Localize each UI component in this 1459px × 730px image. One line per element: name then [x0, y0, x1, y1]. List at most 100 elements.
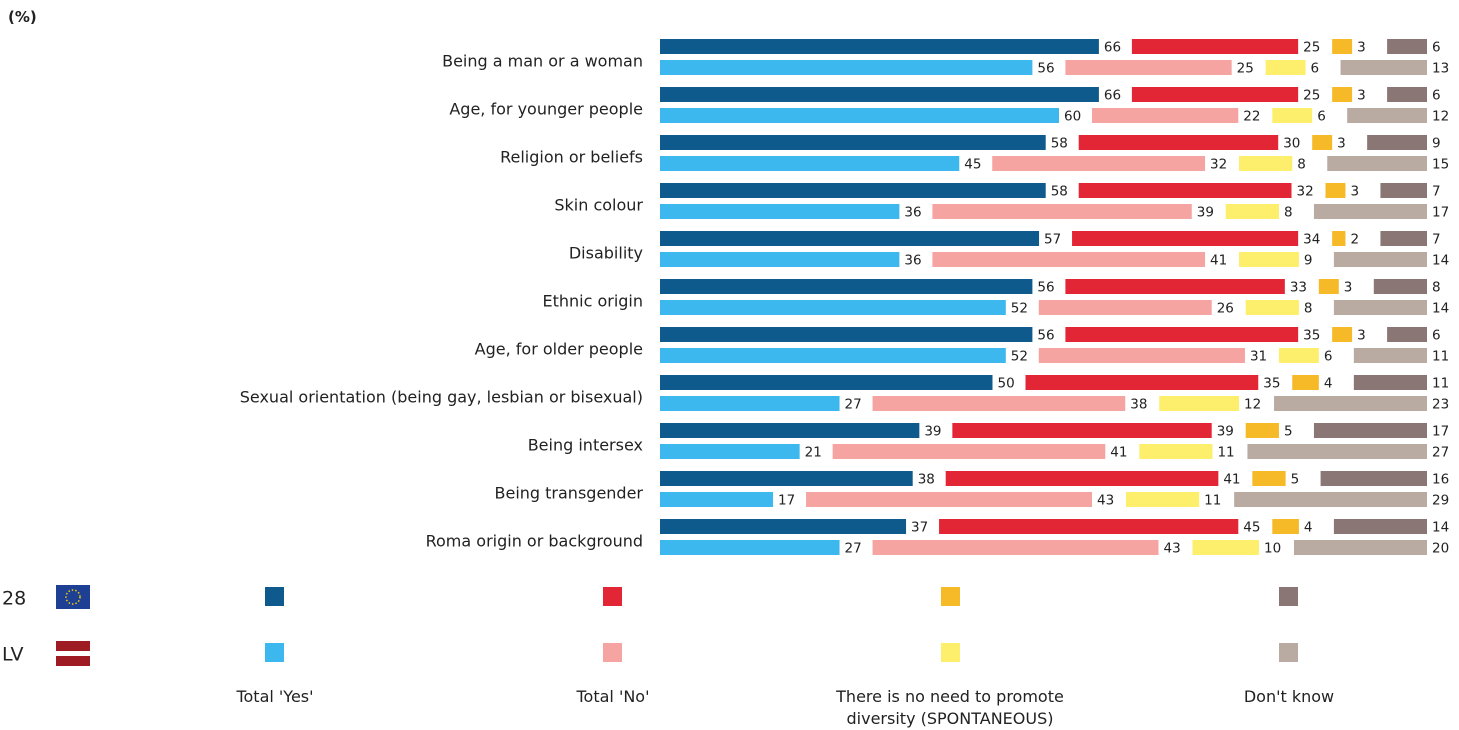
bar [660, 492, 774, 507]
category-label: Skin colour [554, 196, 643, 215]
category-label: Sexual orientation (being gay, lesbian o… [240, 388, 643, 407]
bar [1278, 348, 1319, 363]
value-label: 15 [1432, 157, 1449, 173]
value-label: 38 [918, 472, 935, 488]
legend-label: Don't know [1243, 687, 1335, 706]
value-label: 12 [1244, 397, 1261, 413]
value-label: 36 [904, 253, 921, 269]
value-label: 6 [1317, 109, 1326, 125]
value-label: 5 [1291, 472, 1300, 488]
bar [1367, 135, 1427, 150]
bar [1327, 156, 1427, 171]
bar [1225, 204, 1279, 219]
bar [660, 135, 1046, 150]
value-label: 58 [1051, 136, 1068, 152]
value-label: 25 [1303, 88, 1320, 104]
bar [1065, 327, 1299, 342]
bar [1139, 444, 1213, 459]
value-label: 39 [924, 424, 941, 440]
value-label: 14 [1432, 301, 1449, 317]
bar [1333, 519, 1427, 534]
value-label: 38 [1130, 397, 1147, 413]
value-label: 43 [1164, 541, 1181, 557]
bar [660, 108, 1059, 123]
value-label: 22 [1243, 109, 1260, 125]
value-label: 58 [1051, 184, 1068, 200]
bar [660, 204, 900, 219]
value-label: 3 [1350, 184, 1359, 200]
value-label: 11 [1432, 349, 1449, 365]
value-label: 6 [1432, 328, 1441, 344]
legend-swatch [941, 643, 960, 662]
legend-swatch [941, 587, 960, 606]
value-label: 3 [1337, 136, 1346, 152]
bar [660, 156, 960, 171]
bar [939, 519, 1239, 534]
bar [1325, 183, 1346, 198]
category-label: Being intersex [528, 436, 643, 455]
value-label: 8 [1304, 301, 1313, 317]
value-label: 52 [1011, 349, 1028, 365]
bar [1065, 279, 1285, 294]
value-label: 34 [1303, 232, 1320, 248]
bar [1038, 348, 1245, 363]
bar [1380, 231, 1427, 246]
value-label: 56 [1037, 328, 1054, 344]
legend-swatch [265, 587, 284, 606]
bar [1265, 60, 1306, 75]
bar [872, 540, 1159, 555]
value-label: 20 [1432, 541, 1449, 557]
bar [1333, 252, 1427, 267]
bar [1038, 300, 1212, 315]
bar [1340, 60, 1427, 75]
bar [1078, 183, 1292, 198]
bar [1380, 183, 1427, 198]
bar [1239, 252, 1299, 267]
value-label: 6 [1311, 61, 1320, 77]
category-label: Disability [569, 244, 643, 263]
bar [1252, 471, 1286, 486]
value-label: 31 [1250, 349, 1267, 365]
value-label: 27 [845, 541, 862, 557]
value-label: 7 [1432, 184, 1441, 200]
bar [1272, 108, 1313, 123]
value-label: 16 [1432, 472, 1449, 488]
legend-label: Total 'Yes' [236, 687, 314, 706]
value-label: 26 [1217, 301, 1234, 317]
bar [806, 492, 1092, 507]
category-label: Roma origin or background [426, 532, 643, 551]
value-label: 50 [998, 376, 1015, 392]
bar [1332, 39, 1353, 54]
unit-label: (%) [8, 8, 37, 26]
value-label: 41 [1223, 472, 1240, 488]
bar [1272, 519, 1299, 534]
bar [660, 252, 900, 267]
bar [660, 519, 907, 534]
bar [992, 156, 1206, 171]
lv-flag [56, 641, 90, 666]
value-label: 43 [1097, 493, 1114, 509]
legend-label: There is no need to promote diversity (S… [836, 687, 1064, 728]
bar [1387, 327, 1427, 342]
value-label: 14 [1432, 253, 1449, 269]
value-label: 32 [1210, 157, 1227, 173]
value-label: 4 [1324, 376, 1333, 392]
bar [1131, 39, 1299, 54]
value-label: 3 [1357, 40, 1366, 56]
value-label: 66 [1104, 88, 1121, 104]
bar [1333, 300, 1427, 315]
bar [1247, 444, 1427, 459]
category-label: Being transgender [495, 484, 644, 503]
value-label: 17 [778, 493, 795, 509]
value-label: 32 [1297, 184, 1314, 200]
value-label: 13 [1432, 61, 1449, 77]
bar [952, 423, 1212, 438]
legend-swatch [265, 643, 284, 662]
value-label: 3 [1357, 88, 1366, 104]
bar [660, 375, 993, 390]
bar [1347, 108, 1427, 123]
bar [1353, 375, 1427, 390]
bar [1387, 39, 1427, 54]
